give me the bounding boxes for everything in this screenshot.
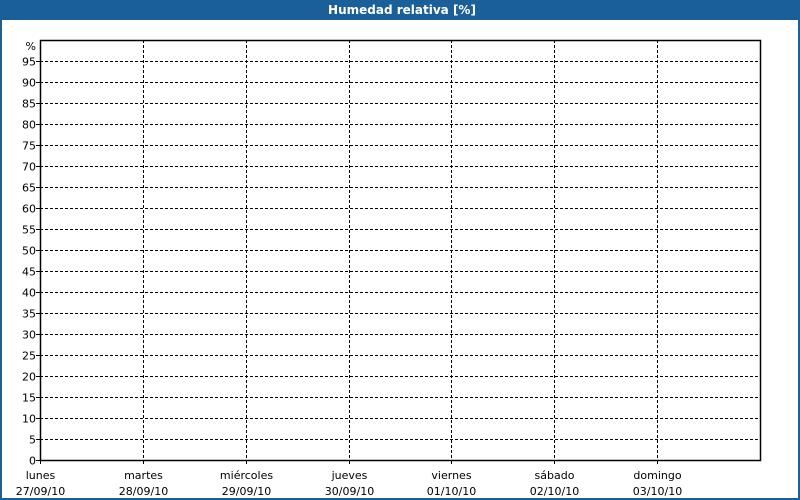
y-tick-label: 55 [22,224,36,237]
y-tick-label: 45 [22,266,36,279]
x-tick-day: miércoles [220,469,273,482]
chart-title: Humedad relativa [%] [2,0,800,20]
x-tick-day: viernes [431,469,471,482]
y-tick-label: 0 [29,455,36,468]
y-tick-label: 35 [22,308,36,321]
y-tick-label: 70 [22,161,36,174]
x-tick-date: 03/10/10 [633,485,682,498]
x-tick-date: 27/09/10 [16,485,65,498]
y-axis-label: % [26,40,36,53]
x-tick-day: sábado [535,469,575,482]
y-tick-label: 20 [22,371,36,384]
y-tick-label: 65 [22,182,36,195]
y-tick-label: 60 [22,203,36,216]
y-tick-label: 5 [29,434,36,447]
x-tick-day: lunes [26,469,56,482]
y-tick-label: 40 [22,287,36,300]
x-tick-date: 29/09/10 [222,485,271,498]
y-tick-label: 30 [22,329,36,342]
y-tick-label: 80 [22,119,36,132]
y-tick-label: 95 [22,56,36,69]
x-tick-date: 01/10/10 [427,485,476,498]
y-tick-label: 15 [22,392,36,405]
x-tick-date: 28/09/10 [119,485,168,498]
y-tick-label: 50 [22,245,36,258]
y-tick-label: 75 [22,140,36,153]
y-tick-label: 25 [22,350,36,363]
y-tick-label: 10 [22,413,36,426]
y-tick-label: 85 [22,98,36,111]
x-tick-day: domingo [633,469,681,482]
x-tick-day: martes [124,469,163,482]
x-tick-date: 30/09/10 [325,485,374,498]
plot-frame [39,39,762,462]
x-tick-day: jueves [331,469,368,482]
y-tick-label: 90 [22,77,36,90]
x-tick-date: 02/10/10 [530,485,579,498]
